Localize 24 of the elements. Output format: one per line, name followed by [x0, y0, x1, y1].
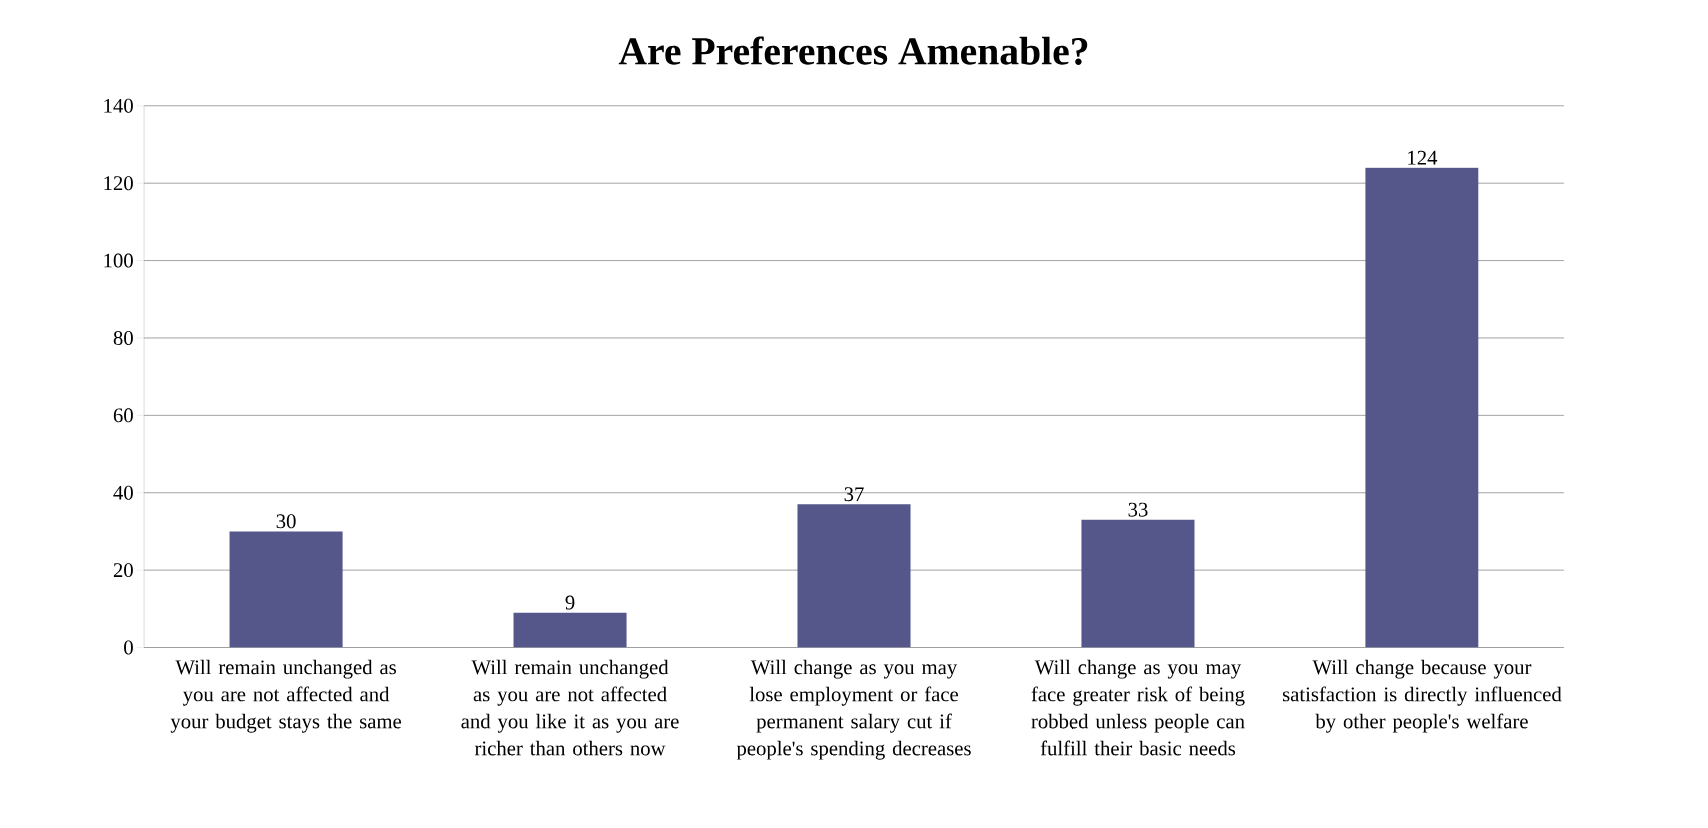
data-label: 30	[276, 514, 296, 529]
x-tick-label: Will change as you may lose employment or face permanent salary cut if people's spending decreases	[736, 659, 971, 760]
x-tick-label: Will remain unchanged as you are not affected and you like it as you are richer than others now	[461, 659, 679, 756]
data-label: 37	[844, 487, 864, 501]
x-tick-label: Will change because your satisfaction is directly influenced by other people's welfare	[1282, 659, 1562, 733]
y-tick-label: 120	[104, 175, 133, 190]
y-tick-label: 0	[124, 640, 133, 655]
bar	[1081, 519, 1195, 648]
data-label: 124	[1408, 150, 1438, 165]
bar	[513, 612, 627, 648]
y-tick-label: 20	[113, 562, 133, 577]
bar	[1365, 167, 1479, 648]
x-tick-label: Will remain unchanged as you are not affected and your budget stays the same	[170, 659, 402, 733]
y-tick-label: 40	[113, 485, 133, 500]
y-tick-label: 100	[104, 253, 133, 268]
chart-title: Are Preferences Amenable?	[618, 36, 1088, 65]
bar	[229, 531, 343, 648]
y-tick-label: 140	[104, 98, 133, 113]
y-tick-label: 60	[113, 408, 133, 423]
data-label: 33	[1128, 502, 1148, 517]
data-label: 9	[565, 595, 575, 610]
y-tick-label: 80	[113, 330, 133, 345]
bar	[797, 504, 911, 648]
x-tick-label: Will change as you may face greater risk of being robbed unless people can fulfill their basic needs	[1031, 659, 1245, 756]
